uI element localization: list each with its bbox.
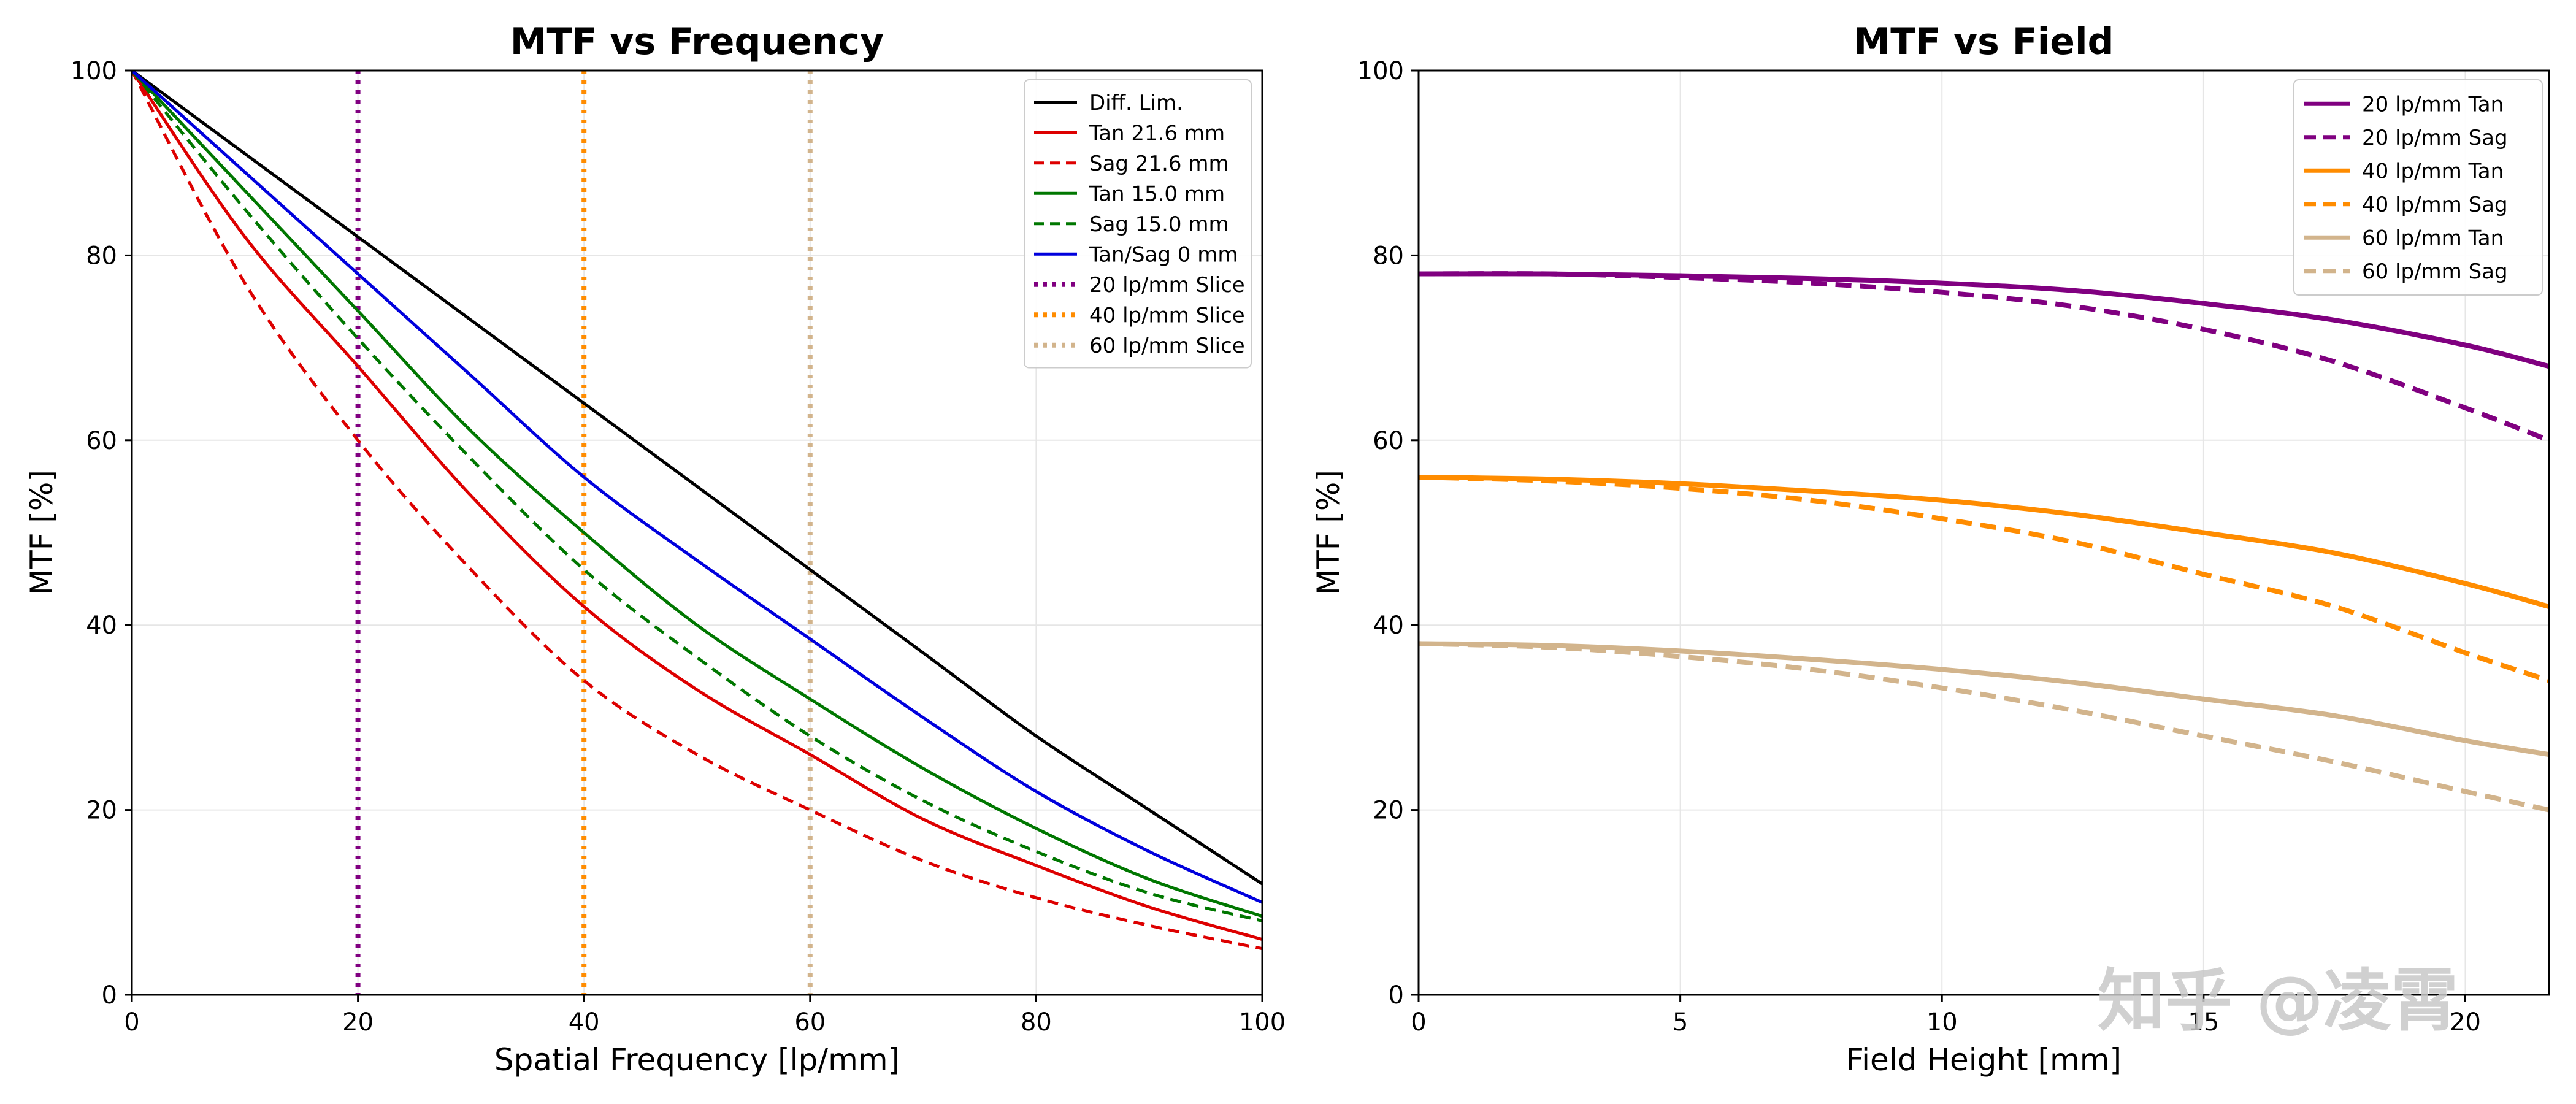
x-tick-label: 20 <box>342 1008 374 1037</box>
y-tick-label: 80 <box>86 242 117 270</box>
x-tick-label: 100 <box>1239 1008 1286 1037</box>
series-line-2 <box>1419 475 2549 609</box>
x-tick-label: 0 <box>1411 1008 1426 1037</box>
series-line-5 <box>1419 641 2549 813</box>
x-tick-label: 20 <box>2450 1008 2481 1037</box>
legend-frame <box>1024 79 1252 369</box>
chart-title: MTF vs Field <box>1854 20 2114 63</box>
legend-label: Diff. Lim. <box>1089 91 1183 115</box>
y-axis-label: MTF [%] <box>1311 470 1346 596</box>
series-line-0 <box>132 71 1262 886</box>
legend-label: 60 lp/mm Sag <box>2362 259 2508 284</box>
series-line-4 <box>1419 641 2549 757</box>
series-line-4 <box>132 71 1262 922</box>
legend-label: Tan 15.0 mm <box>1089 182 1225 206</box>
y-tick-label: 20 <box>86 797 117 825</box>
series-line-1 <box>132 71 1262 941</box>
y-tick-label: 100 <box>71 57 117 85</box>
plot-area <box>1419 271 2549 813</box>
x-tick-label: 15 <box>2188 1008 2219 1037</box>
x-tick-label: 10 <box>1926 1008 1958 1037</box>
x-axis-label: Spatial Frequency [lp/mm] <box>494 1042 900 1078</box>
legend-label: Sag 15.0 mm <box>1089 212 1229 237</box>
plot-area <box>132 71 1262 995</box>
y-tick-label: 80 <box>1373 242 1404 270</box>
legend-label: Sag 21.6 mm <box>1089 151 1229 176</box>
x-tick-label: 40 <box>569 1008 600 1037</box>
legend-label: 60 lp/mm Tan <box>2362 226 2504 250</box>
legend-label: Tan 21.6 mm <box>1089 121 1225 145</box>
legend-label: 40 lp/mm Tan <box>2362 159 2504 183</box>
y-tick-label: 40 <box>1373 611 1404 640</box>
legend-frame <box>2293 79 2543 296</box>
y-tick-label: 60 <box>1373 427 1404 455</box>
legend-label: 20 lp/mm Sag <box>2362 126 2508 150</box>
x-tick-label: 0 <box>124 1008 139 1037</box>
x-axis-label: Field Height [mm] <box>1846 1042 2122 1078</box>
axes-frame <box>1417 69 2550 996</box>
x-tick-label: 5 <box>1673 1008 1688 1037</box>
series-line-2 <box>132 71 1262 951</box>
series-line-3 <box>132 71 1262 918</box>
series-line-5 <box>132 71 1262 904</box>
series-line-1 <box>1419 271 2549 443</box>
y-tick-label: 60 <box>86 427 117 455</box>
legend-label: 20 lp/mm Tan <box>2362 92 2504 117</box>
legend: Diff. Lim. Tan 21.6 mm Sag 21.6 mm Tan 15.0… <box>1024 79 1252 369</box>
legend-label: 40 lp/mm Sag <box>2362 193 2508 217</box>
chart-title: MTF vs Frequency <box>510 20 884 63</box>
y-tick-label: 0 <box>102 981 117 1010</box>
y-axis-label: MTF [%] <box>24 470 59 596</box>
y-tick-label: 100 <box>1357 57 1404 85</box>
chart-mtf-vs-frequency: 0 20 40 60 80 100 0 20 40 60 80 100 MTF vs Frequency… <box>24 20 1286 1078</box>
x-tick-label: 60 <box>794 1008 826 1037</box>
legend-label: Tan/Sag 0 mm <box>1089 242 1238 267</box>
x-tick-label: 80 <box>1021 1008 1052 1037</box>
chart-mtf-vs-field: 0 5 10 15 20 0 20 40 60 80 100 MTF vs Field Field He… <box>1311 20 2550 1078</box>
watermark: 知乎 @凌霄 <box>2098 962 2458 1040</box>
y-tick-label: 0 <box>1389 981 1404 1010</box>
y-tick-label: 20 <box>1373 797 1404 825</box>
axes-frame <box>131 69 1263 996</box>
legend: 20 lp/mm Tan 20 lp/mm Sag 40 lp/mm Tan 40 l… <box>2293 79 2543 296</box>
series-line-0 <box>1419 271 2549 369</box>
series-line-3 <box>1419 475 2549 683</box>
legend-label: 20 lp/mm Slice <box>1089 273 1245 297</box>
y-tick-label: 40 <box>86 611 117 640</box>
legend-label: 40 lp/mm Slice <box>1089 303 1245 328</box>
legend-label: 60 lp/mm Slice <box>1089 334 1245 358</box>
watermark-text: 知乎 @凌霄 <box>2098 962 2458 1040</box>
